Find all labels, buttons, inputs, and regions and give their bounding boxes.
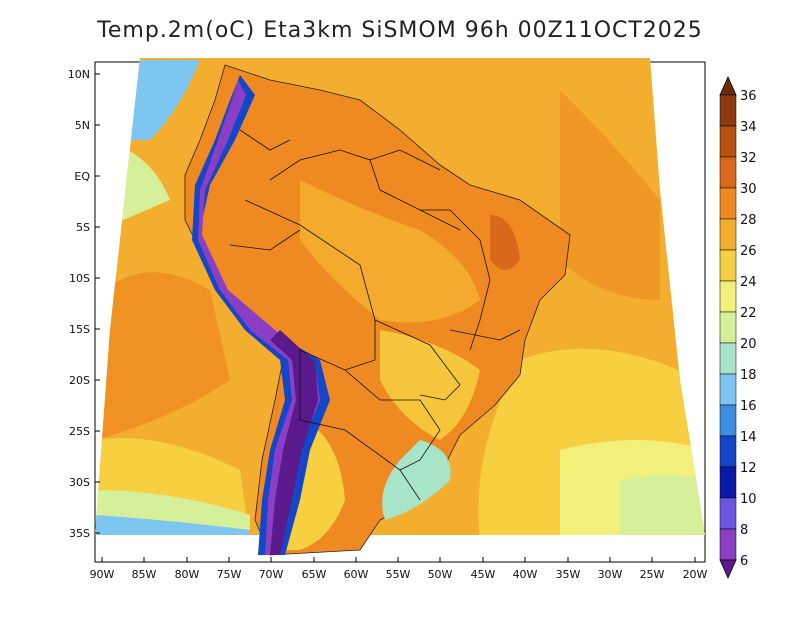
colorbar-swatch <box>719 342 737 375</box>
colorbar-arrow-top <box>719 76 737 96</box>
colorbar-swatch <box>719 156 737 189</box>
colorbar-arrow-bottom <box>719 559 737 579</box>
lon-tick-label: 45W <box>471 568 496 581</box>
lat-tick-label: 10N <box>68 68 90 81</box>
colorbar-label: 30 <box>740 182 757 197</box>
lat-tick-label: 25S <box>69 425 90 438</box>
map-title: Temp.2m(oC) Eta3km SiSMOM 96h 00Z11OCT20… <box>97 18 703 43</box>
colorbar-swatch <box>719 94 737 127</box>
colorbar-swatch <box>719 125 737 158</box>
colorbar-swatch <box>719 280 737 313</box>
lat-tick-label: 15S <box>69 323 90 336</box>
lon-tick-label: 75W <box>217 568 242 581</box>
colorbar-label: 28 <box>740 213 757 228</box>
lon-tick-label: 85W <box>132 568 157 581</box>
colorbar-label: 18 <box>740 368 757 383</box>
lon-tick-label: 50W <box>428 568 453 581</box>
colorbar-label: 36 <box>740 89 757 104</box>
colorbar-label: 12 <box>740 461 757 476</box>
colorbar-swatch <box>719 497 737 530</box>
lon-axis: 90W 85W 80W 75W 70W 65W 60W 55W 50W 45W … <box>90 568 708 581</box>
lon-tick-label: 80W <box>175 568 200 581</box>
lat-tick-label: 5S <box>76 221 90 234</box>
colorbar-swatch <box>719 249 737 282</box>
lat-tick-label: EQ <box>74 170 90 183</box>
lon-tick-label: 70W <box>259 568 284 581</box>
colorbar-label: 24 <box>740 275 757 290</box>
lat-tick-label: 35S <box>69 527 90 540</box>
lon-tick-label: 60W <box>344 568 369 581</box>
lon-tick-label: 90W <box>90 568 115 581</box>
colorbar-swatch <box>719 466 737 499</box>
colorbar-swatch <box>719 528 737 561</box>
lon-tick-label: 25W <box>640 568 665 581</box>
colorbar-label: 34 <box>740 120 757 135</box>
lon-tick-label: 20W <box>683 568 708 581</box>
lon-tick-label: 55W <box>386 568 411 581</box>
colorbar-swatch <box>719 311 737 344</box>
colorbar-swatch <box>719 218 737 251</box>
lat-axis: 10N 5N EQ 5S 10S 15S 20S 25S 30S 35S <box>68 68 91 540</box>
colorbar-label: 10 <box>740 492 757 507</box>
lon-tick-label: 35W <box>556 568 581 581</box>
colorbar-label: 22 <box>740 306 757 321</box>
colorbar-label: 6 <box>740 554 748 569</box>
colorbar-swatch <box>719 373 737 406</box>
colorbar-label: 8 <box>740 523 748 538</box>
colorbar-swatch <box>719 404 737 437</box>
colorbar-label: 26 <box>740 244 757 259</box>
lon-tick-label: 30W <box>598 568 623 581</box>
colorbar-label: 20 <box>740 337 757 352</box>
lon-tick-label: 40W <box>513 568 538 581</box>
country-borders <box>229 129 521 501</box>
lat-tick-label: 30S <box>69 476 90 489</box>
colorbar-label: 16 <box>740 399 757 414</box>
colorbar: 36 34 32 30 28 26 24 22 20 18 16 14 12 10 8 6 <box>719 76 757 579</box>
lon-tick-label: 65W <box>302 568 327 581</box>
colorbar-label: 14 <box>740 430 757 445</box>
colorbar-swatch <box>719 435 737 468</box>
colorbar-label: 32 <box>740 151 757 166</box>
colorbar-swatch <box>719 187 737 220</box>
lat-tick-label: 20S <box>69 374 90 387</box>
lat-tick-label: 5N <box>75 119 90 132</box>
lat-tick-label: 10S <box>69 272 90 285</box>
